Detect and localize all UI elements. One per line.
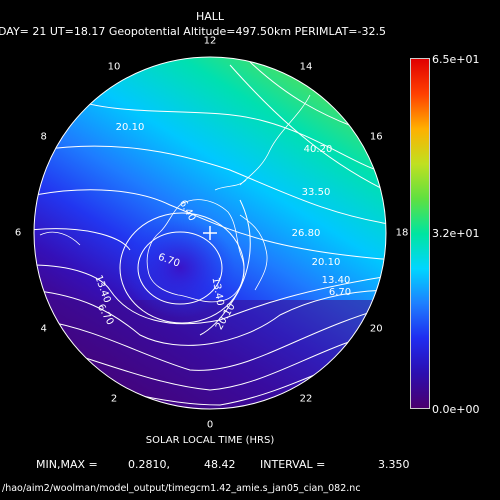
contour-value-label: 13.40: [322, 275, 351, 286]
hour-label: 14: [299, 61, 313, 73]
contour-line: [59, 329, 386, 391]
plot-subtitle: DAY= 21 UT=18.17 Geopotential Altitude=4…: [0, 25, 386, 38]
interval-value: 3.350: [378, 458, 410, 471]
minmax-label: MIN,MAX =: [36, 458, 98, 471]
plot-title: HALL: [195, 10, 225, 23]
hour-label: 6: [14, 227, 22, 239]
contour-value-label: 40.20: [304, 144, 333, 155]
contour-line: [59, 94, 386, 176]
contour-line: [34, 189, 386, 261]
contour-value-label: 33.50: [302, 187, 331, 198]
contour-value-label: 6.70: [329, 287, 351, 298]
contour-value-label: 20.10: [312, 257, 341, 268]
hour-label: 4: [40, 323, 47, 335]
contour-line: [137, 231, 223, 305]
contour-line: [229, 64, 386, 196]
hour-label: 20: [369, 323, 383, 335]
interval-label: INTERVAL =: [260, 458, 326, 471]
contour-field: [34, 57, 386, 409]
landmass-outline: [239, 214, 268, 291]
antarctica-outline: [146, 199, 245, 303]
contour-line: [34, 264, 386, 325]
contour-line: [39, 304, 386, 371]
colorbar: [410, 58, 430, 409]
hour-label: 18: [395, 227, 409, 239]
hour-label: 0: [206, 419, 214, 431]
hour-label: 8: [40, 131, 47, 143]
low-band: [34, 300, 386, 409]
contour-line: [199, 199, 251, 336]
hour-label: 12: [203, 35, 217, 47]
polar-boundary: [33, 56, 387, 410]
australia-outline: [39, 231, 81, 246]
colorbar-max-label: 6.5e+01: [432, 53, 480, 66]
contour-value-label: 20.10: [116, 122, 145, 133]
contour-line: [34, 289, 386, 346]
hour-label: 10: [107, 61, 121, 73]
hour-label: 16: [369, 131, 383, 143]
coastline-other: [39, 94, 311, 291]
min-value: 0.2810,: [128, 458, 170, 471]
max-value: 48.42: [204, 458, 236, 471]
inner-low-region: [125, 218, 235, 318]
center-marker: [203, 226, 217, 240]
colorbar-mid-label: 3.2e+01: [432, 227, 480, 240]
axis-label: SOLAR LOCAL TIME (HRS): [145, 435, 275, 446]
hour-label: 2: [110, 393, 118, 405]
colorbar-min-label: 0.0e+00: [432, 403, 480, 416]
hour-label: 22: [299, 393, 313, 405]
contour-value-label: 13.40: [210, 277, 226, 307]
contour-line: [39, 145, 386, 226]
south-america-outline: [239, 94, 311, 186]
file-path: /hao/aim2/woolman/model_output/timegcm1.…: [2, 483, 361, 494]
contour-value-label: 26.80: [292, 228, 321, 239]
